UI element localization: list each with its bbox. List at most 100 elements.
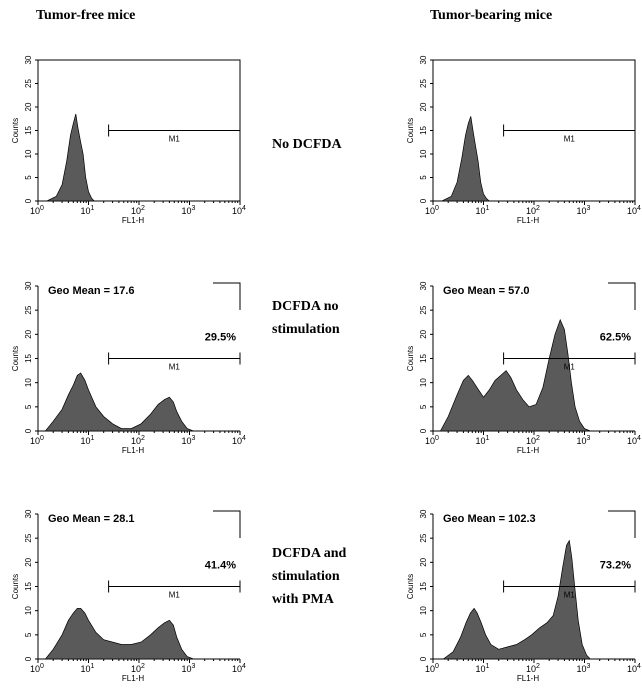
y-tick-label: 5 <box>24 404 33 409</box>
x-tick-label: 103 <box>182 663 196 674</box>
row-label-line: stimulation <box>272 569 340 584</box>
x-tick-label: 102 <box>526 435 540 446</box>
histogram-area <box>44 607 194 660</box>
x-tick-label: 104 <box>627 205 641 216</box>
corner-bracket <box>213 510 241 538</box>
y-tick-label: 20 <box>24 557 33 566</box>
gate-label: M1 <box>169 591 181 600</box>
y-tick-label: 15 <box>419 582 428 591</box>
x-tick-label: 102 <box>131 663 145 674</box>
x-tick-exponent: 0 <box>435 435 439 442</box>
x-tick-label: 104 <box>232 435 246 446</box>
x-tick-exponent: 1 <box>91 435 95 442</box>
x-tick-exponent: 3 <box>192 435 196 442</box>
histogram-area <box>44 372 194 432</box>
x-tick-exponent: 4 <box>637 205 641 212</box>
x-tick-exponent: 0 <box>40 205 44 212</box>
y-tick-label: 25 <box>419 79 428 88</box>
y-axis-label: Counts <box>11 574 20 599</box>
x-tick-label: 103 <box>577 435 591 446</box>
x-tick-label: 100 <box>425 435 439 446</box>
y-tick-label: 25 <box>24 305 33 314</box>
y-tick-label: 25 <box>24 79 33 88</box>
y-tick-label: 15 <box>24 354 33 363</box>
row-label-dcfda-stimulation-pma: DCFDA and stimulation with PMA <box>272 542 346 611</box>
percent-label: 62.5% <box>600 332 631 344</box>
y-axis-label: Counts <box>406 574 415 599</box>
x-tick-label: 104 <box>627 435 641 446</box>
y-tick-label: 0 <box>419 198 428 203</box>
y-tick-label: 30 <box>24 509 33 518</box>
x-axis-label: FL1-H <box>517 674 539 683</box>
x-tick-exponent: 3 <box>587 205 591 212</box>
y-tick-label: 5 <box>24 632 33 637</box>
geo-mean-label: Geo Mean = 57.0 <box>443 285 530 297</box>
x-axis-label: FL1-H <box>122 216 144 225</box>
x-tick-label: 104 <box>232 205 246 216</box>
x-tick-exponent: 1 <box>486 663 490 670</box>
x-tick-exponent: 1 <box>486 435 490 442</box>
row-label-line: DCFDA and <box>272 546 347 561</box>
y-tick-label: 10 <box>419 606 428 615</box>
x-tick-exponent: 2 <box>141 435 145 442</box>
percent-label: 73.2% <box>600 560 631 572</box>
y-tick-label: 0 <box>24 198 33 203</box>
x-tick-exponent: 2 <box>536 435 540 442</box>
x-tick-exponent: 1 <box>91 205 95 212</box>
y-tick-label: 0 <box>24 656 33 661</box>
y-tick-label: 30 <box>24 281 33 290</box>
corner-bracket <box>608 282 636 310</box>
x-tick-exponent: 0 <box>40 435 44 442</box>
gate-label: M1 <box>564 591 576 600</box>
x-tick-label: 100 <box>30 435 44 446</box>
y-tick-label: 20 <box>24 329 33 338</box>
gate-label: M1 <box>169 363 181 372</box>
row-label-line: DCFDA no <box>272 299 339 314</box>
x-tick-label: 104 <box>232 663 246 674</box>
x-tick-label: 101 <box>476 663 490 674</box>
x-tick-exponent: 0 <box>40 663 44 670</box>
y-tick-label: 15 <box>419 354 428 363</box>
x-axis-label: FL1-H <box>122 674 144 683</box>
x-tick-label: 102 <box>131 435 145 446</box>
y-tick-label: 30 <box>419 509 428 518</box>
x-tick-label: 102 <box>526 663 540 674</box>
y-tick-label: 30 <box>419 281 428 290</box>
histogram-area <box>439 318 591 432</box>
geo-mean-label: Geo Mean = 102.3 <box>443 513 536 525</box>
percent-label: 29.5% <box>205 332 236 344</box>
y-tick-label: 0 <box>24 428 33 433</box>
y-tick-label: 10 <box>419 149 428 158</box>
x-tick-label: 103 <box>182 435 196 446</box>
x-axis-label: FL1-H <box>517 216 539 225</box>
x-tick-exponent: 1 <box>91 663 95 670</box>
geo-mean-label: Geo Mean = 17.6 <box>48 285 135 297</box>
corner-bracket <box>213 282 241 310</box>
row-label-line: No DCFDA <box>272 137 342 152</box>
x-tick-exponent: 4 <box>637 663 641 670</box>
percent-label: 41.4% <box>205 560 236 572</box>
y-tick-label: 20 <box>419 102 428 111</box>
row-label-dcfda-no-stimulation: DCFDA no stimulation <box>272 295 340 341</box>
x-tick-label: 101 <box>81 435 95 446</box>
y-tick-label: 0 <box>419 428 428 433</box>
row-label-line: with PMA <box>272 592 334 607</box>
column-title-tumor-free: Tumor-free mice <box>36 8 136 23</box>
y-tick-label: 5 <box>419 632 428 637</box>
y-tick-label: 10 <box>24 378 33 387</box>
y-tick-label: 20 <box>419 329 428 338</box>
x-tick-exponent: 4 <box>242 663 246 670</box>
x-tick-label: 103 <box>182 205 196 216</box>
gate-label: M1 <box>564 135 576 144</box>
x-tick-label: 100 <box>425 205 439 216</box>
x-tick-label: 101 <box>476 205 490 216</box>
x-tick-exponent: 0 <box>435 663 439 670</box>
y-tick-label: 25 <box>419 533 428 542</box>
x-tick-exponent: 1 <box>486 205 490 212</box>
x-tick-exponent: 2 <box>536 663 540 670</box>
x-tick-label: 100 <box>30 205 44 216</box>
